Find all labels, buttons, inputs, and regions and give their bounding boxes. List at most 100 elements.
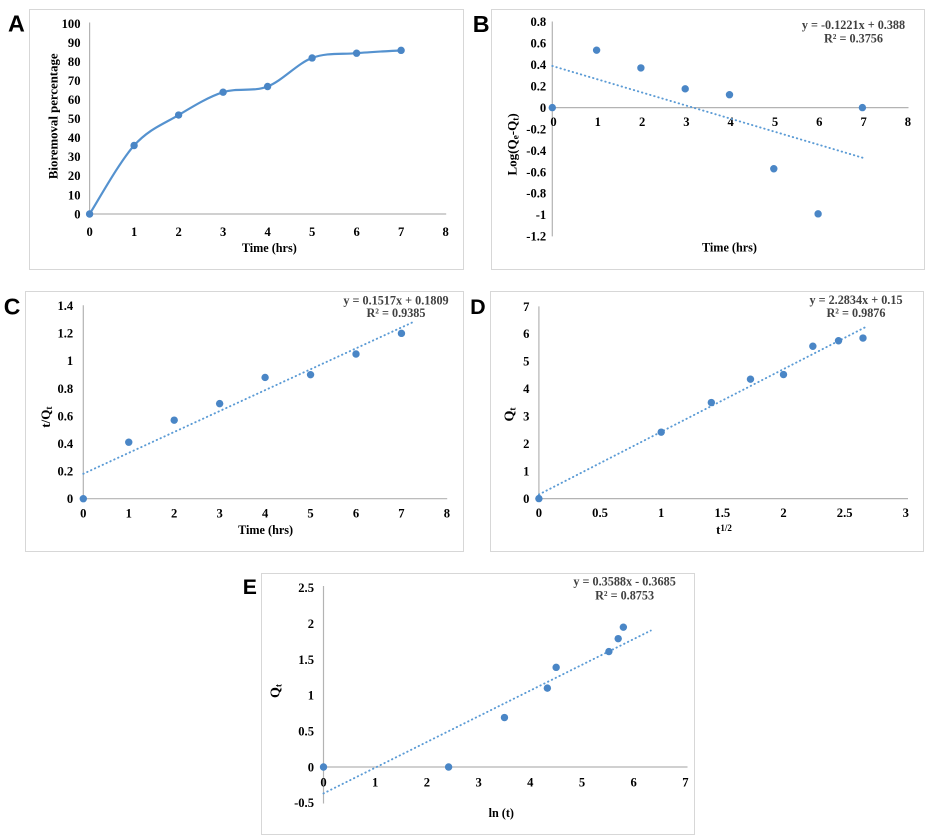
svg-text:-0.5: -0.5 <box>294 796 314 810</box>
svg-text:3: 3 <box>220 225 226 239</box>
svg-text:0: 0 <box>80 507 86 521</box>
svg-text:2: 2 <box>308 617 314 631</box>
svg-text:2.5: 2.5 <box>298 581 314 595</box>
svg-text:y = -0.1221x + 0.388: y = -0.1221x + 0.388 <box>802 18 905 32</box>
svg-text:2: 2 <box>639 115 645 129</box>
svg-text:E: E <box>243 576 257 599</box>
svg-text:0: 0 <box>308 760 314 774</box>
svg-text:100: 100 <box>62 17 81 31</box>
svg-text:7: 7 <box>398 225 404 239</box>
svg-text:4: 4 <box>728 115 735 129</box>
svg-text:B: B <box>473 11 490 37</box>
svg-text:y = 0.3588x - 0.3685: y = 0.3588x - 0.3685 <box>573 574 675 588</box>
svg-text:0: 0 <box>523 492 529 506</box>
svg-text:0: 0 <box>320 775 326 789</box>
svg-text:1: 1 <box>658 506 664 520</box>
svg-text:2: 2 <box>780 506 786 520</box>
svg-text:ln (t): ln (t) <box>489 806 514 820</box>
svg-text:1.5: 1.5 <box>714 506 730 520</box>
svg-text:80: 80 <box>68 55 81 69</box>
svg-text:Bioremoval percentage: Bioremoval percentage <box>47 53 61 179</box>
svg-text:0.4: 0.4 <box>530 58 546 72</box>
svg-text:Qt: Qt <box>269 683 285 698</box>
svg-text:2.5: 2.5 <box>837 506 853 520</box>
svg-text:Time (hrs): Time (hrs) <box>238 523 293 537</box>
svg-text:40: 40 <box>68 131 81 145</box>
svg-text:4: 4 <box>523 382 530 396</box>
svg-text:1: 1 <box>372 775 378 789</box>
svg-text:0: 0 <box>67 492 73 506</box>
svg-text:-0.4: -0.4 <box>526 144 547 158</box>
svg-text:t1/2: t1/2 <box>716 523 732 537</box>
svg-text:5: 5 <box>579 775 585 789</box>
svg-text:7: 7 <box>398 507 404 521</box>
svg-text:5: 5 <box>307 507 313 521</box>
svg-text:60: 60 <box>68 93 81 107</box>
svg-text:1.5: 1.5 <box>298 653 314 667</box>
svg-text:1.2: 1.2 <box>57 327 73 341</box>
svg-text:Log(Qe-Qt): Log(Qe-Qt) <box>505 113 522 175</box>
svg-text:t/Qt: t/Qt <box>38 406 55 428</box>
svg-text:30: 30 <box>68 150 81 164</box>
svg-text:5: 5 <box>309 225 315 239</box>
svg-text:7: 7 <box>682 775 688 789</box>
svg-text:Time (hrs): Time (hrs) <box>702 241 757 255</box>
svg-text:-0.6: -0.6 <box>526 165 546 179</box>
svg-text:R² = 0.9385: R² = 0.9385 <box>366 306 425 320</box>
svg-text:0.2: 0.2 <box>57 464 73 478</box>
svg-text:20: 20 <box>68 169 81 183</box>
svg-text:4: 4 <box>262 507 269 521</box>
svg-text:1: 1 <box>308 689 314 703</box>
svg-text:6: 6 <box>816 115 822 129</box>
svg-text:-1.2: -1.2 <box>526 230 546 244</box>
svg-text:10: 10 <box>68 188 81 202</box>
svg-text:4: 4 <box>264 225 271 239</box>
svg-text:2: 2 <box>523 437 529 451</box>
svg-text:3: 3 <box>523 410 529 424</box>
svg-text:C: C <box>4 294 21 320</box>
svg-text:-1: -1 <box>536 208 547 222</box>
svg-text:1.4: 1.4 <box>57 299 73 313</box>
svg-text:6: 6 <box>631 775 637 789</box>
svg-text:4: 4 <box>527 775 534 789</box>
svg-text:3: 3 <box>903 506 909 520</box>
svg-text:-0.2: -0.2 <box>526 122 546 136</box>
svg-text:0.8: 0.8 <box>57 382 73 396</box>
svg-text:1: 1 <box>595 115 601 129</box>
svg-text:8: 8 <box>905 115 911 129</box>
svg-text:0.6: 0.6 <box>57 409 73 423</box>
svg-text:0.4: 0.4 <box>57 437 73 451</box>
svg-text:0.2: 0.2 <box>530 79 546 93</box>
svg-text:0.6: 0.6 <box>530 37 546 51</box>
svg-text:0: 0 <box>74 207 80 221</box>
svg-text:y = 0.1517x + 0.1809: y = 0.1517x + 0.1809 <box>343 294 448 308</box>
svg-text:3: 3 <box>475 775 481 789</box>
svg-text:R² = 0.3756: R² = 0.3756 <box>824 31 883 45</box>
svg-text:6: 6 <box>353 225 359 239</box>
svg-text:Time (hrs): Time (hrs) <box>242 241 297 255</box>
svg-text:R² = 0.9876: R² = 0.9876 <box>826 306 885 320</box>
svg-text:Qt: Qt <box>503 407 519 422</box>
svg-text:-0.8: -0.8 <box>526 187 546 201</box>
svg-text:6: 6 <box>353 507 359 521</box>
svg-text:1: 1 <box>67 354 73 368</box>
svg-text:0: 0 <box>536 506 542 520</box>
svg-text:90: 90 <box>68 36 81 50</box>
svg-text:1: 1 <box>523 464 529 478</box>
svg-text:0: 0 <box>86 225 92 239</box>
svg-text:8: 8 <box>444 507 450 521</box>
svg-text:1: 1 <box>126 507 132 521</box>
svg-text:5: 5 <box>772 115 778 129</box>
svg-text:0: 0 <box>540 101 546 115</box>
svg-text:70: 70 <box>68 74 81 88</box>
svg-text:3: 3 <box>217 507 223 521</box>
svg-text:6: 6 <box>523 327 529 341</box>
svg-text:2: 2 <box>175 225 181 239</box>
svg-text:8: 8 <box>442 225 448 239</box>
svg-text:y = 2.2834x + 0.15: y = 2.2834x + 0.15 <box>809 293 902 307</box>
svg-text:0.5: 0.5 <box>298 724 314 738</box>
svg-text:0.8: 0.8 <box>530 15 546 29</box>
svg-text:A: A <box>8 11 25 37</box>
svg-text:D: D <box>470 295 486 319</box>
svg-text:5: 5 <box>523 355 529 369</box>
